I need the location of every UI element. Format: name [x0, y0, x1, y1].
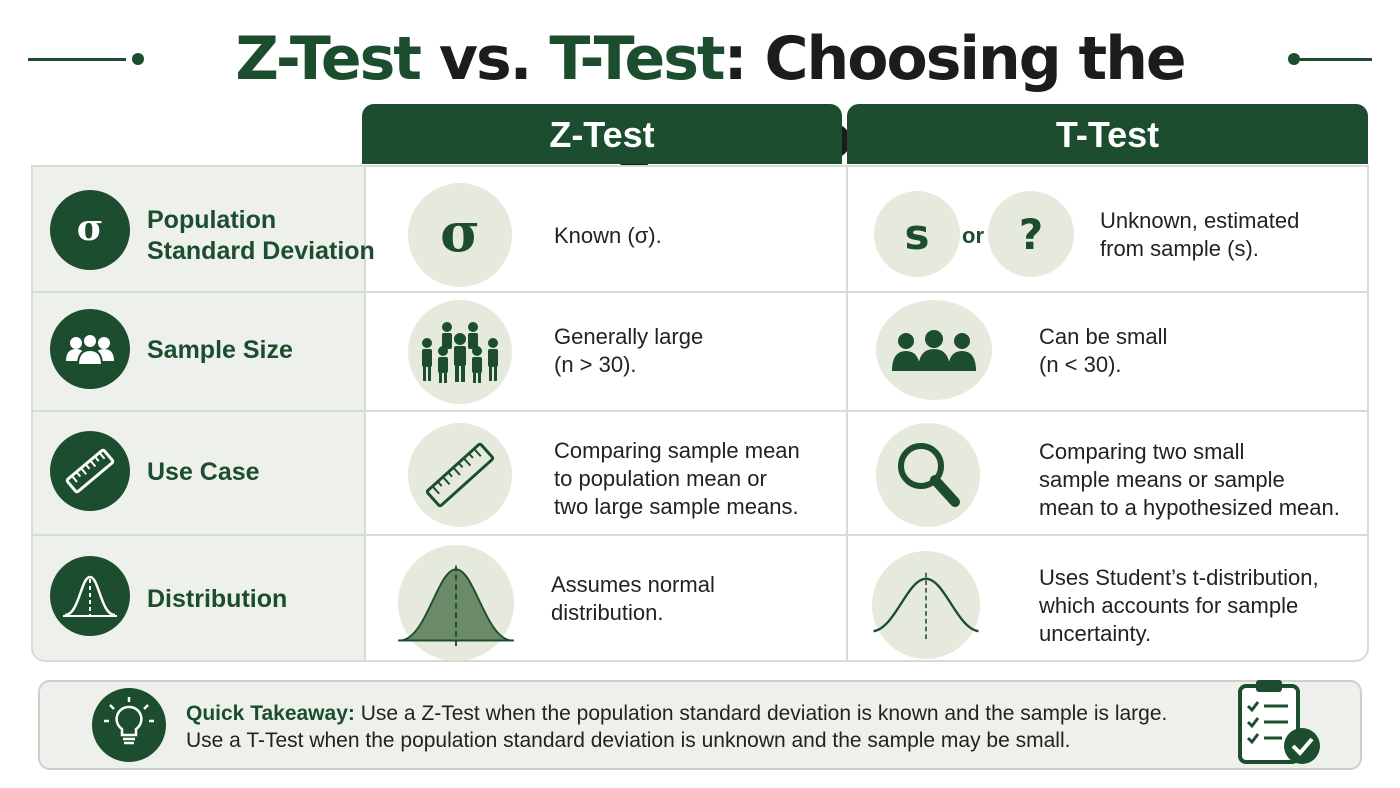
z-population-sd-text: Known (σ). — [554, 223, 662, 248]
title-bar: Z-Test vs. T-Test: Choosing the Right To… — [0, 18, 1400, 172]
title-dot-left — [132, 53, 144, 65]
row-label-distribution: Distribution — [147, 585, 288, 613]
row-label-sample-size: Sample Size — [147, 336, 293, 364]
t-use-case-text: Comparing two small sample means or samp… — [1039, 439, 1340, 520]
question-mark-icon: ? — [988, 191, 1074, 277]
takeaway-line-2: Use a T-Test when the population standar… — [186, 729, 1071, 752]
s-glyph: s — [904, 209, 930, 259]
normal-distribution-icon — [398, 545, 514, 660]
z-sample-size-text: Generally large (n > 30). — [554, 324, 704, 377]
comparison-table: σ Population Standard Deviation σ Known … — [31, 165, 1369, 662]
t-distribution-icon — [872, 551, 980, 659]
takeaway-heading: Quick Takeaway: — [186, 702, 355, 725]
row-divider-1 — [33, 291, 1367, 293]
takeaway-text-1: Use a Z-Test when the population standar… — [354, 702, 1168, 725]
row-divider-3 — [33, 534, 1367, 536]
small-group-icon — [876, 300, 992, 400]
t-sample-size-text: Can be small (n < 30). — [1039, 324, 1168, 377]
z-test-column-header: Z-Test — [362, 104, 842, 164]
z-distribution-text: Assumes normal distribution. — [551, 572, 715, 625]
s-icon: s — [874, 191, 960, 277]
quick-takeaway-panel: Quick Takeaway: Use a Z-Test when the po… — [38, 680, 1362, 770]
bell-curve-icon — [50, 556, 130, 636]
sigma-glyph: σ — [440, 200, 480, 264]
column-divider-1 — [364, 167, 366, 660]
column-divider-2 — [846, 167, 848, 660]
ruler-icon — [50, 431, 130, 511]
t-population-sd-text: Unknown, estimated from sample (s). — [1100, 208, 1300, 261]
lightbulb-icon — [92, 688, 166, 762]
title-dot-right — [1288, 53, 1300, 65]
title-t-test: T-Test — [549, 24, 725, 94]
title-vs: vs. — [419, 24, 550, 94]
people-group-icon — [50, 309, 130, 389]
row-divider-2 — [33, 410, 1367, 412]
title-rule-right — [1300, 58, 1372, 61]
row-label-use-case: Use Case — [147, 458, 260, 486]
question-glyph: ? — [1018, 209, 1044, 259]
sigma-known-icon: σ — [408, 183, 512, 287]
or-label: or — [962, 223, 984, 248]
crowd-icon — [408, 300, 512, 404]
ruler-measure-icon — [408, 423, 512, 527]
t-test-column-header: T-Test — [847, 104, 1368, 164]
takeaway-line-1: Quick Takeaway: Use a Z-Test when the po… — [186, 701, 1167, 727]
row-label-population-sd: Population Standard Deviation — [147, 206, 375, 265]
sigma-icon: σ — [50, 190, 130, 270]
z-use-case-text: Comparing sample mean to population mean… — [554, 438, 800, 519]
magnifier-icon — [876, 423, 980, 527]
title-z-test: Z-Test — [235, 24, 422, 94]
checklist-clipboard-icon — [1230, 674, 1326, 775]
t-distribution-text: Uses Student’s t-distribution, which acc… — [1039, 565, 1319, 646]
title-rule-left — [28, 58, 126, 61]
